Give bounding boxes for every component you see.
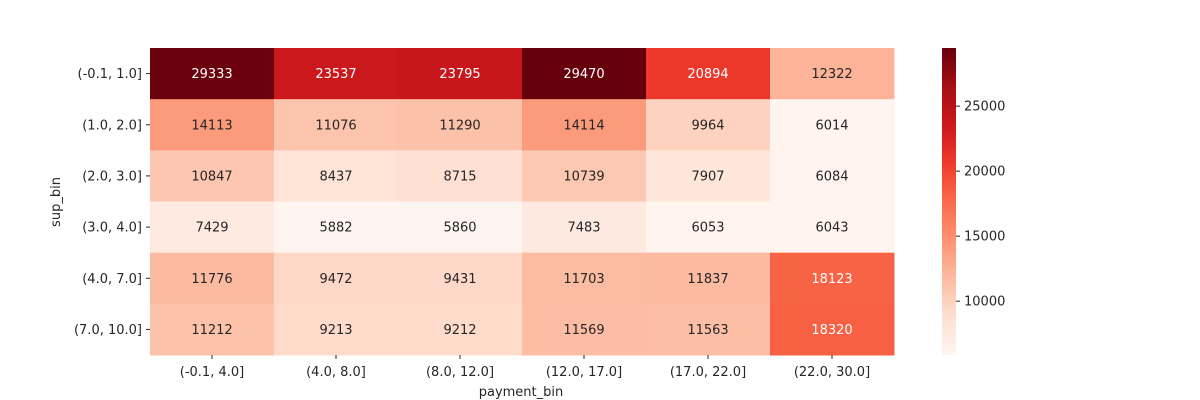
cell-value-label: 9472: [319, 272, 352, 287]
heatmap-cell: [770, 150, 895, 202]
cell-value-label: 7483: [567, 221, 600, 236]
heatmap-cell: [274, 201, 399, 254]
cell-value-label: 29470: [563, 67, 604, 82]
heatmap-cell: [646, 48, 771, 100]
cell-value-label: 11569: [563, 323, 604, 338]
cell-value-label: 14113: [191, 118, 232, 133]
heatmap-cell: [150, 48, 275, 100]
heatmap-cell: [398, 48, 523, 100]
cell-value-label: 7429: [195, 221, 228, 236]
colorbar-tick-label: 20000: [964, 165, 1005, 180]
x-tick-label: (8.0, 12.0]: [426, 365, 494, 380]
cell-value-label: 11212: [191, 323, 232, 338]
cell-value-label: 8437: [319, 169, 352, 184]
cell-value-label: 9964: [691, 118, 724, 133]
heatmap-cell: [398, 252, 523, 305]
y-tick-label: (-0.1, 1.0]: [78, 67, 142, 82]
cell-value-label: 6014: [815, 118, 848, 133]
cell-value-label: 18320: [811, 323, 852, 338]
heatmap-cell: [770, 48, 895, 100]
y-tick-label: (4.0, 7.0]: [82, 272, 142, 287]
cell-value-label: 6084: [815, 169, 848, 184]
colorbar-tick-label: 25000: [964, 100, 1005, 115]
y-axis-label: sup_bin: [49, 177, 64, 227]
cell-value-label: 12322: [811, 67, 852, 82]
heatmap-cell: [522, 252, 647, 305]
cell-value-label: 9213: [319, 323, 352, 338]
x-axis: (-0.1, 4.0] (4.0, 8.0] (8.0, 12.0] (12.0, 1…: [180, 355, 870, 380]
cell-value-label: 11703: [563, 272, 604, 287]
cell-value-label: 6053: [691, 221, 724, 236]
cell-value-label: 9431: [443, 272, 476, 287]
heatmap-cell: [398, 201, 523, 254]
heatmap-cell: [274, 150, 399, 202]
heatmap-cell: [522, 201, 647, 254]
heatmap-cell: [522, 48, 647, 100]
y-axis: (-0.1, 1.0] (1.0, 2.0] (2.0, 3.0] (3.0, 4.0…: [74, 67, 150, 338]
x-tick-label: (4.0, 8.0]: [306, 365, 366, 380]
heatmap-cell: [770, 201, 895, 254]
y-tick-label: (7.0, 10.0]: [74, 323, 142, 338]
heatmap-cell: [646, 201, 771, 254]
cell-value-label: 23537: [315, 67, 356, 82]
cell-value-label: 11837: [687, 272, 728, 287]
heatmap-cell: [150, 303, 275, 356]
cell-value-label: 5860: [443, 221, 476, 236]
heatmap-cell: [398, 99, 523, 151]
heatmap-cell: [522, 150, 647, 202]
heatmap-cell: [150, 201, 275, 254]
x-tick-label: (17.0, 22.0]: [670, 365, 746, 380]
cell-value-label: 14114: [563, 118, 604, 133]
cell-value-label: 9212: [443, 323, 476, 338]
cell-value-label: 23795: [439, 67, 480, 82]
colorbar-tick-label: 10000: [964, 295, 1005, 310]
heatmap-cell: [646, 99, 771, 151]
x-tick-label: (12.0, 17.0]: [546, 365, 622, 380]
heatmap-cell: [274, 303, 399, 356]
cell-value-label: 11563: [687, 323, 728, 338]
x-axis-label: payment_bin: [479, 385, 564, 400]
cell-value-label: 6043: [815, 221, 848, 236]
heatmap-cells: 29333 23537 23795 29470 20894 12322 14113 11076…: [150, 48, 895, 356]
cell-value-label: 7907: [691, 169, 724, 184]
heatmap-cell: [646, 150, 771, 202]
cell-value-label: 18123: [811, 272, 852, 287]
y-tick-label: (1.0, 2.0]: [82, 118, 142, 133]
x-tick-label: (-0.1, 4.0]: [180, 365, 244, 380]
y-tick-label: (3.0, 4.0]: [82, 221, 142, 236]
heatmap-cell: [274, 99, 399, 151]
colorbar: 10000 15000 20000 25000: [942, 48, 1005, 355]
heatmap-cell: [398, 150, 523, 202]
heatmap-cell: [150, 150, 275, 202]
heatmap-cell: [398, 303, 523, 356]
cell-value-label: 5882: [319, 221, 352, 236]
heatmap-cell: [770, 99, 895, 151]
cell-value-label: 11076: [315, 118, 356, 133]
cell-value-label: 29333: [191, 67, 232, 82]
heatmap-cell: [274, 48, 399, 100]
cell-value-label: 10739: [563, 169, 604, 184]
cell-value-label: 8715: [443, 169, 476, 184]
colorbar-tick-label: 15000: [964, 230, 1005, 245]
heatmap-cell: [522, 99, 647, 151]
cell-value-label: 20894: [687, 67, 728, 82]
heatmap-cell: [646, 252, 771, 305]
heatmap-cell: [274, 252, 399, 305]
colorbar-gradient: [942, 48, 956, 355]
y-tick-label: (2.0, 3.0]: [82, 169, 142, 184]
cell-value-label: 11290: [439, 118, 480, 133]
cell-value-label: 10847: [191, 169, 232, 184]
x-tick-label: (22.0, 30.0]: [794, 365, 870, 380]
heatmap-cell: [646, 303, 771, 356]
heatmap-cell: [150, 252, 275, 305]
heatmap-cell: [150, 99, 275, 151]
heatmap-cell: [522, 303, 647, 356]
heatmap-cell: [770, 252, 895, 305]
heatmap-cell: [770, 303, 895, 356]
cell-value-label: 11776: [191, 272, 232, 287]
